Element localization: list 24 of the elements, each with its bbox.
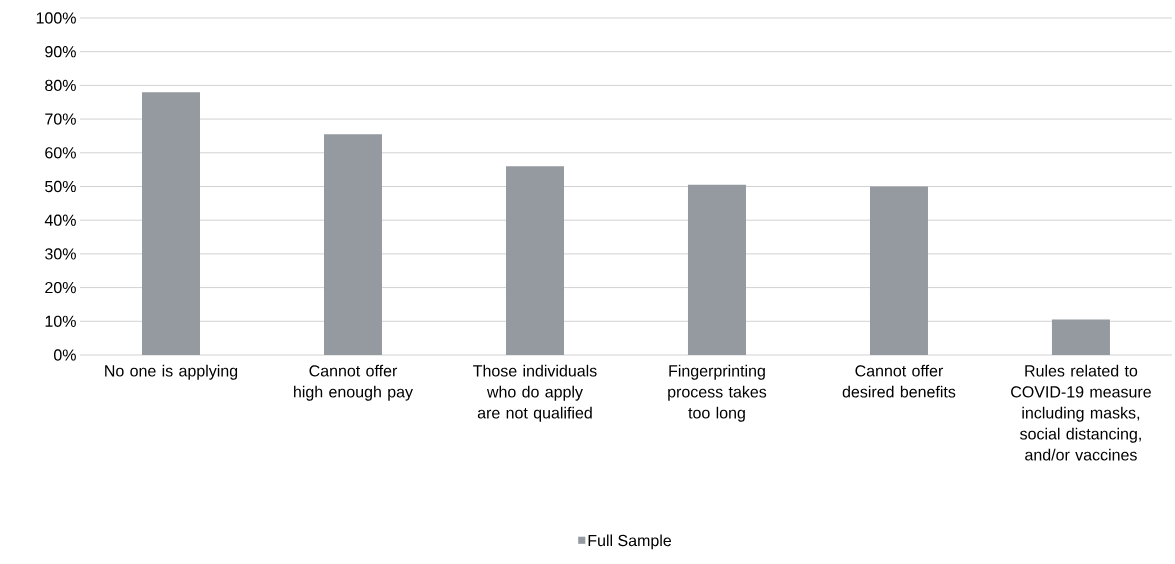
y-tick-label: 60% [45,147,76,159]
bar [505,166,564,355]
bar [324,134,382,355]
bar [142,92,201,355]
y-tick-label: 10% [45,315,76,327]
y-tick-label: 0% [53,349,76,361]
x-tick-label: Cannot offer desired benefits [842,364,956,398]
y-tick-label: 40% [44,214,76,226]
bar [1051,319,1110,355]
x-tick-label: Cannot offer high enough pay [294,364,413,401]
x-tick-label: Those individuals who do apply are not qualified [473,364,597,422]
x-tick-label: No one is applying [105,364,238,380]
y-tick-label: 50% [45,180,76,193]
y-tick-label: 20% [45,281,76,294]
y-tick-label: 80% [45,79,76,92]
y-tick-label: 100% [36,12,76,24]
bar [869,186,928,355]
bar [687,184,746,355]
x-tick-label: Fingerprinting process takes too long [668,364,767,422]
y-tick-label: 70% [45,113,76,125]
legend-label: Full Sample [588,534,672,550]
y-tick-label: 90% [45,46,76,58]
y-tick-label: 30% [45,248,76,260]
x-tick-label: Rules related to COVID-19 measure including masks, social distancing, and/or vaccines [1011,364,1151,461]
